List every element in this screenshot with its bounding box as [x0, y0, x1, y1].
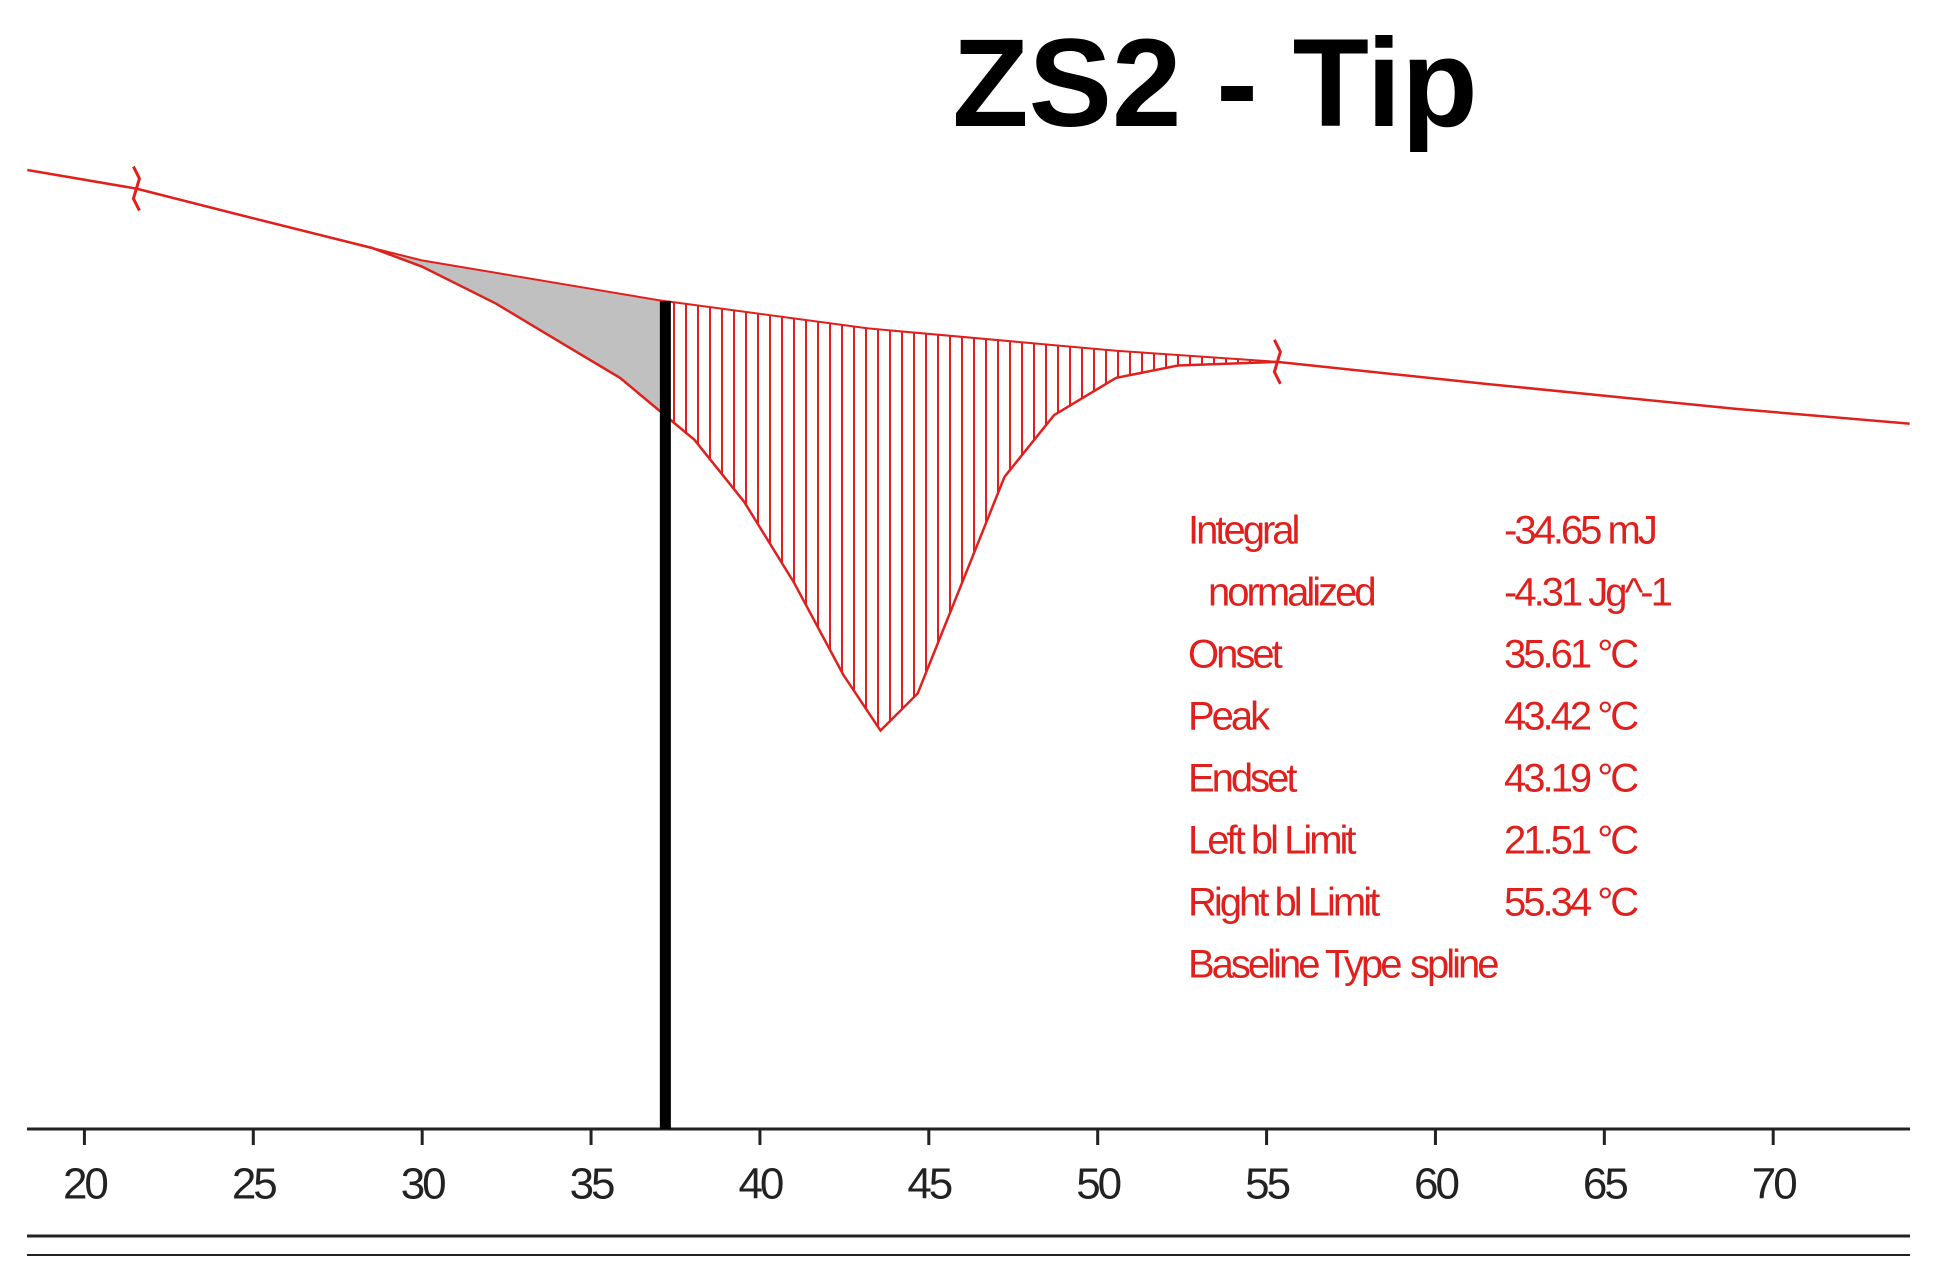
annotation-label: Endset: [1188, 757, 1297, 801]
x-tick-label: 30: [401, 1160, 445, 1209]
annotation-value: 43.42 °C: [1504, 695, 1638, 739]
x-tick-label: 65: [1583, 1160, 1627, 1209]
annotation-label: Peak: [1188, 695, 1271, 739]
annotation-value: 55.34 °C: [1504, 881, 1638, 925]
chart-title: ZS2 - Tip: [952, 14, 1478, 153]
x-tick-label: 20: [63, 1160, 107, 1209]
annotation-label: Right bl Limit: [1188, 881, 1380, 925]
x-tick-label: 45: [907, 1160, 951, 1209]
annotation-value: -4.31 Jg^-1: [1504, 571, 1672, 615]
x-tick-label: 40: [738, 1160, 782, 1209]
annotation-value: spline: [1410, 943, 1498, 987]
x-tick-label: 50: [1076, 1160, 1120, 1209]
x-tick-label: 55: [1245, 1160, 1289, 1209]
gray-area: [136, 188, 666, 416]
x-tick-label: 35: [570, 1160, 614, 1209]
x-tick-label: 60: [1414, 1160, 1458, 1209]
annotation-label: Baseline Type: [1188, 943, 1401, 987]
x-tick-label: 70: [1752, 1160, 1796, 1209]
annotation-label: Integral: [1188, 509, 1299, 553]
annotation-label: Left bl Limit: [1188, 819, 1356, 863]
hatched-area: [665, 301, 1278, 731]
line: [27, 168, 1910, 733]
x-tick-label: 25: [232, 1160, 276, 1209]
annotation-value: 43.19 °C: [1504, 757, 1638, 801]
annotation-value: -34.65 mJ: [1504, 509, 1656, 553]
annotation-label: normalized: [1208, 571, 1374, 615]
annotation-label: Onset: [1188, 633, 1283, 677]
annotation-value: 35.61 °C: [1504, 633, 1638, 677]
annotation-value: 21.51 °C: [1504, 819, 1638, 863]
